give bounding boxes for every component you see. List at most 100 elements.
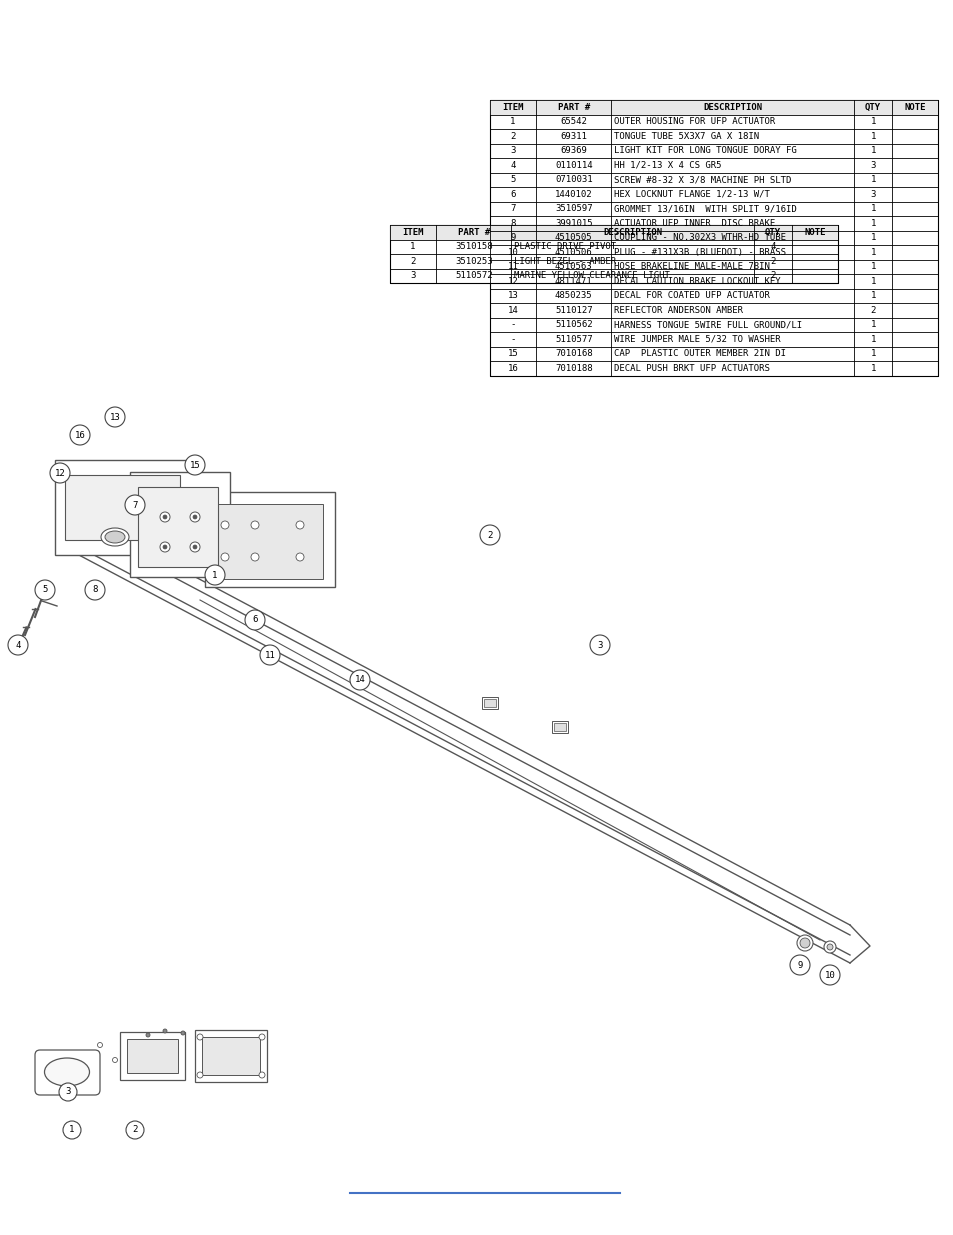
Text: 12: 12 <box>54 468 66 478</box>
Bar <box>65 475 180 540</box>
Circle shape <box>163 1029 167 1032</box>
Circle shape <box>193 515 196 519</box>
Circle shape <box>251 521 258 529</box>
Bar <box>194 1030 267 1082</box>
Text: 11: 11 <box>507 262 517 272</box>
Text: PART #: PART # <box>558 103 589 111</box>
Bar <box>554 722 565 731</box>
Circle shape <box>35 580 55 600</box>
Bar <box>120 1032 185 1079</box>
Text: CAP  PLASTIC OUTER MEMBER 2IN DI: CAP PLASTIC OUTER MEMBER 2IN DI <box>614 350 785 358</box>
Text: 5: 5 <box>510 175 516 184</box>
Bar <box>130 472 230 577</box>
Text: 65542: 65542 <box>559 117 586 126</box>
Text: 4811471: 4811471 <box>555 277 592 285</box>
Circle shape <box>350 671 370 690</box>
Text: 5: 5 <box>42 585 48 594</box>
Text: 5110572: 5110572 <box>455 272 492 280</box>
Text: 9: 9 <box>510 233 516 242</box>
Text: 3: 3 <box>869 161 875 169</box>
Circle shape <box>63 1121 81 1139</box>
Text: 3: 3 <box>510 146 516 156</box>
Text: 8: 8 <box>92 585 97 594</box>
FancyBboxPatch shape <box>35 1050 100 1095</box>
Text: 14: 14 <box>355 676 365 684</box>
Circle shape <box>125 495 145 515</box>
Text: 1: 1 <box>869 277 875 285</box>
Text: 13: 13 <box>507 291 517 300</box>
Text: 5110127: 5110127 <box>555 306 592 315</box>
Circle shape <box>196 1034 203 1040</box>
Text: 16: 16 <box>507 364 517 373</box>
Ellipse shape <box>101 529 129 546</box>
Bar <box>138 487 218 567</box>
Circle shape <box>258 1072 265 1078</box>
Circle shape <box>196 1072 203 1078</box>
Text: 1: 1 <box>410 242 416 251</box>
Text: HH 1/2-13 X 4 CS GR5: HH 1/2-13 X 4 CS GR5 <box>614 161 721 169</box>
Text: 7: 7 <box>132 500 137 510</box>
Text: DESCRIPTION: DESCRIPTION <box>702 103 761 111</box>
Text: NOTE: NOTE <box>903 103 924 111</box>
Text: 1: 1 <box>869 146 875 156</box>
Text: 4510505: 4510505 <box>555 233 592 242</box>
Circle shape <box>160 513 170 522</box>
Text: REFLECTOR ANDERSON AMBER: REFLECTOR ANDERSON AMBER <box>614 306 742 315</box>
Text: 2: 2 <box>510 132 516 141</box>
Text: 5110562: 5110562 <box>555 320 592 330</box>
Bar <box>127 1039 178 1073</box>
Text: TONGUE TUBE 5X3X7 GA X 18IN: TONGUE TUBE 5X3X7 GA X 18IN <box>614 132 759 141</box>
Text: 69311: 69311 <box>559 132 586 141</box>
Text: 2: 2 <box>410 257 416 266</box>
Text: 7010188: 7010188 <box>555 364 592 373</box>
Bar <box>481 697 497 709</box>
Text: 1: 1 <box>70 1125 74 1135</box>
Circle shape <box>181 1031 185 1035</box>
Bar <box>213 504 323 579</box>
Circle shape <box>160 542 170 552</box>
Text: LIGHT BEZEL - AMBER: LIGHT BEZEL - AMBER <box>514 257 616 266</box>
Text: MARINE YELLOW CLEARANCE LIGHT: MARINE YELLOW CLEARANCE LIGHT <box>514 272 670 280</box>
Text: 13: 13 <box>110 412 120 421</box>
Text: HEX LOCKNUT FLANGE 1/2-13 W/T: HEX LOCKNUT FLANGE 1/2-13 W/T <box>614 190 769 199</box>
Text: 1: 1 <box>869 320 875 330</box>
Circle shape <box>97 1042 102 1047</box>
Bar <box>552 721 567 734</box>
Text: 8: 8 <box>510 219 516 227</box>
Text: NOTE: NOTE <box>803 227 825 237</box>
Text: 14: 14 <box>507 306 517 315</box>
Circle shape <box>85 580 105 600</box>
Text: 3510253: 3510253 <box>455 257 492 266</box>
Text: PART #: PART # <box>457 227 489 237</box>
Text: 4850235: 4850235 <box>555 291 592 300</box>
Text: 1: 1 <box>869 364 875 373</box>
Circle shape <box>823 941 835 953</box>
Text: 10: 10 <box>823 971 835 979</box>
Text: 9: 9 <box>797 961 801 969</box>
Text: 0710031: 0710031 <box>555 175 592 184</box>
Text: 12: 12 <box>507 277 517 285</box>
Text: SCREW #8-32 X 3/8 MACHINE PH SLTD: SCREW #8-32 X 3/8 MACHINE PH SLTD <box>614 175 791 184</box>
Circle shape <box>820 965 840 986</box>
Text: 1: 1 <box>869 262 875 272</box>
Text: 3: 3 <box>869 190 875 199</box>
Text: ITEM: ITEM <box>402 227 423 237</box>
Text: DECAL CAUTION BRAKE LOCKOUT KEY: DECAL CAUTION BRAKE LOCKOUT KEY <box>614 277 781 285</box>
Text: 3: 3 <box>65 1088 71 1097</box>
Text: 1: 1 <box>869 335 875 343</box>
Bar <box>390 225 837 240</box>
Text: -: - <box>510 320 516 330</box>
Text: ACTUATOR UFP INNER  DISC BRAKE: ACTUATOR UFP INNER DISC BRAKE <box>614 219 775 227</box>
Text: 10: 10 <box>507 248 517 257</box>
Text: DESCRIPTION: DESCRIPTION <box>602 227 661 237</box>
Ellipse shape <box>105 531 125 543</box>
Text: HARNESS TONGUE 5WIRE FULL GROUND/LI: HARNESS TONGUE 5WIRE FULL GROUND/LI <box>614 320 801 330</box>
Text: 3: 3 <box>597 641 602 650</box>
Text: 4510563: 4510563 <box>555 262 592 272</box>
Ellipse shape <box>45 1058 90 1086</box>
Text: 4510506: 4510506 <box>555 248 592 257</box>
Circle shape <box>479 525 499 545</box>
Circle shape <box>258 1034 265 1040</box>
Circle shape <box>50 463 70 483</box>
Circle shape <box>190 542 200 552</box>
